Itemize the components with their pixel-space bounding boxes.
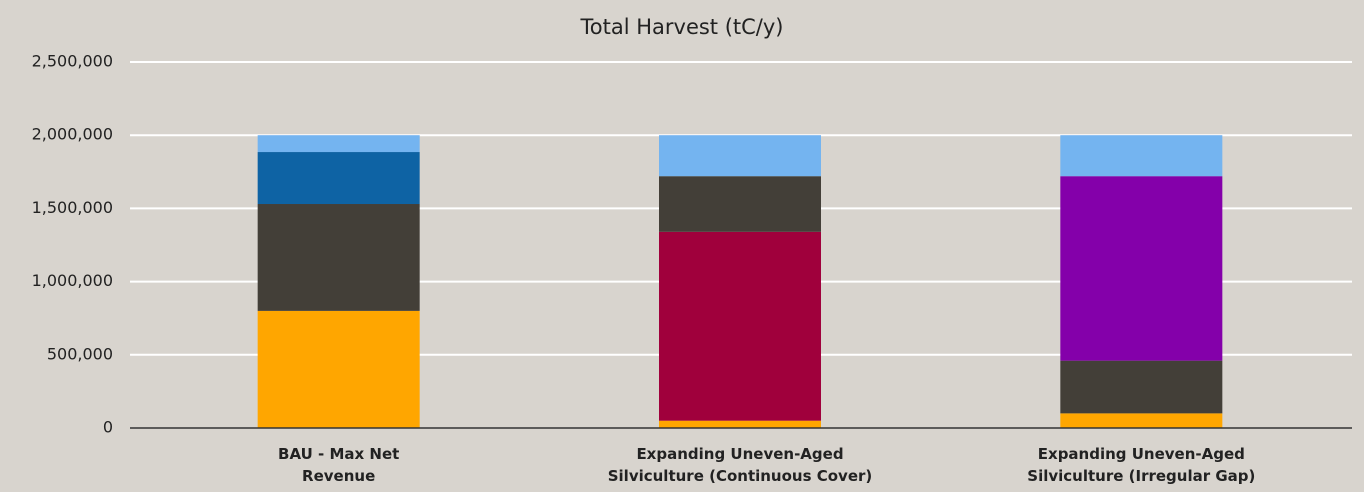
x-tick-label-line: Expanding Uneven-Aged (1038, 445, 1245, 463)
y-tick-label: 0 (103, 418, 113, 437)
bar-segment (257, 310, 420, 428)
x-tick-label-line: Silviculture (Continuous Cover) (608, 467, 873, 485)
y-tick-label: 500,000 (47, 344, 113, 363)
bar-segment (1060, 360, 1223, 414)
y-tick-label: 2,000,000 (32, 125, 113, 144)
x-tick-label-line: Revenue (302, 467, 375, 485)
bar-segment (659, 176, 821, 232)
bar-segment (659, 135, 821, 177)
bar-segment (659, 420, 821, 428)
bar-segment (1060, 413, 1223, 428)
chart-title: Total Harvest (tC/y) (580, 15, 784, 39)
y-tick-label: 1,000,000 (32, 271, 113, 290)
x-tick-label-line: Expanding Uneven-Aged (636, 445, 843, 463)
bar-segment (1060, 176, 1223, 361)
x-tick-label-line: Silviculture (Irregular Gap) (1027, 467, 1255, 485)
y-tick-label: 1,500,000 (32, 198, 113, 217)
y-tick-label: 2,500,000 (32, 52, 113, 71)
x-tick-label: Expanding Uneven-Aged Silviculture (Conti… (608, 445, 873, 485)
x-tick-label: BAU - Max Net Revenue (278, 445, 399, 485)
bar-segment (659, 231, 821, 421)
x-tick-label-line: BAU - Max Net (278, 445, 399, 463)
bar-segment (1060, 135, 1223, 177)
bar-segment (257, 152, 420, 205)
bar-segment (257, 204, 420, 311)
x-tick-label: Expanding Uneven-Aged Silviculture (Irreg… (1027, 445, 1255, 485)
bar-segment (257, 135, 420, 153)
